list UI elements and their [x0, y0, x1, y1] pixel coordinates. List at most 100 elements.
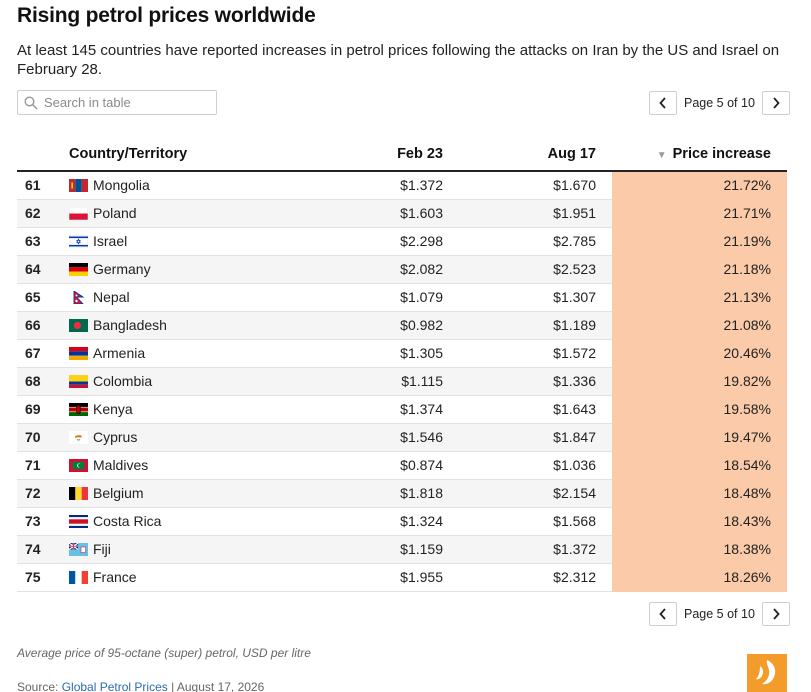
rank-cell: 73	[17, 507, 69, 536]
next-page-button[interactable]	[761, 602, 790, 626]
price-increase-cell: 19.82%	[612, 367, 787, 396]
aug-price-cell: $2.154	[459, 479, 612, 508]
table-row: 66 Bangladesh $0.982 $1.189 21.08%	[17, 311, 787, 340]
price-increase-cell: 18.26%	[612, 563, 787, 592]
table-row: 69 Kenya $1.374 $1.643 19.58%	[17, 395, 787, 424]
table-row: 74 Fiji $1.159 $1.372 18.38%	[17, 535, 787, 564]
feb-price-cell: $0.874	[349, 451, 459, 480]
bangladesh-flag-icon	[69, 318, 88, 332]
rank-cell: 75	[17, 563, 69, 592]
israel-flag-icon	[69, 234, 88, 248]
rank-cell: 68	[17, 367, 69, 396]
feb-price-cell: $1.372	[349, 171, 459, 200]
search-box[interactable]	[17, 90, 217, 115]
chevron-left-icon	[659, 97, 666, 109]
sort-descending-icon: ▼	[656, 150, 667, 161]
table-row: 63 Israel $2.298 $2.785 21.19%	[17, 227, 787, 256]
table-row: 68 Colombia $1.115 $1.336 19.82%	[17, 367, 787, 396]
country-cell: Cyprus	[69, 423, 349, 452]
costa-rica-flag-icon	[69, 514, 88, 528]
aug-price-cell: $1.847	[459, 423, 612, 452]
table-row: 67 Armenia $1.305 $1.572 20.46%	[17, 339, 787, 368]
aug-price-cell: $1.572	[459, 339, 612, 368]
rank-header	[17, 138, 69, 172]
aug-price-cell: $1.670	[459, 171, 612, 200]
price-increase-cell: 21.18%	[612, 255, 787, 284]
rank-cell: 74	[17, 535, 69, 564]
table-row: 75 France $1.955 $2.312 18.26%	[17, 563, 787, 592]
chevron-right-icon	[773, 97, 780, 109]
fiji-flag-icon	[69, 542, 88, 556]
prev-page-button[interactable]	[649, 91, 677, 115]
price-increase-cell: 21.13%	[612, 283, 787, 312]
feb-column-header[interactable]: Feb 23	[349, 138, 459, 172]
increase-column-label: Price increase	[672, 146, 771, 162]
aug-price-cell: $2.785	[459, 227, 612, 256]
price-increase-cell: 21.72%	[612, 171, 787, 200]
maldives-flag-icon	[69, 458, 88, 472]
page-subtitle: At least 145 countries have reported inc…	[17, 42, 780, 78]
aug-price-cell: $1.307	[459, 283, 612, 312]
search-icon	[24, 96, 38, 110]
country-name: Israel	[93, 233, 128, 249]
rank-cell: 72	[17, 479, 69, 508]
aug-price-cell: $1.036	[459, 451, 612, 480]
country-cell: Colombia	[69, 367, 349, 396]
country-name: Armenia	[93, 345, 146, 361]
rank-cell: 66	[17, 311, 69, 340]
prices-table: Country/Territory Feb 23 Aug 17 ▼ Price i…	[17, 138, 787, 592]
aug-price-cell: $1.336	[459, 367, 612, 396]
table-row: 73 Costa Rica $1.324 $1.568 18.43%	[17, 507, 787, 536]
mongolia-flag-icon	[69, 178, 88, 192]
increase-column-header[interactable]: ▼ Price increase	[612, 138, 787, 172]
country-cell: France	[69, 563, 349, 592]
rank-cell: 70	[17, 423, 69, 452]
country-cell: Germany	[69, 255, 349, 284]
rank-cell: 69	[17, 395, 69, 424]
page-indicator: Page 5 of 10	[684, 96, 755, 110]
table-row: 71 Maldives $0.874 $1.036 18.54%	[17, 451, 787, 480]
rank-cell: 71	[17, 451, 69, 480]
rank-cell: 63	[17, 227, 69, 256]
country-cell: Costa Rica	[69, 507, 349, 536]
rank-cell: 61	[17, 171, 69, 200]
country-cell: Bangladesh	[69, 311, 349, 340]
country-cell: Poland	[69, 199, 349, 228]
feb-price-cell: $1.079	[349, 283, 459, 312]
country-cell: Nepal	[69, 283, 349, 312]
pagination-top: Page 5 of 10	[649, 91, 790, 115]
pagination-bottom: Page 5 of 10	[649, 602, 790, 626]
search-input[interactable]	[44, 93, 212, 112]
feb-price-cell: $2.082	[349, 255, 459, 284]
country-name: Mongolia	[93, 177, 150, 194]
germany-flag-icon	[69, 262, 88, 276]
table-row: 61 Mongolia $1.372 $1.670 21.72%	[17, 171, 787, 200]
rank-cell: 67	[17, 339, 69, 368]
feb-price-cell: $1.955	[349, 563, 459, 592]
colombia-flag-icon	[69, 374, 88, 388]
cyprus-flag-icon	[69, 430, 88, 444]
source-link[interactable]: Global Petrol Prices	[61, 680, 168, 692]
country-name: France	[93, 569, 137, 585]
country-name: Fiji	[93, 541, 111, 557]
country-cell: Mongolia	[69, 171, 349, 200]
aug-price-cell: $1.643	[459, 395, 612, 424]
price-increase-cell: 21.19%	[612, 227, 787, 256]
price-increase-cell: 18.38%	[612, 535, 787, 564]
feb-price-cell: $1.546	[349, 423, 459, 452]
country-cell: Israel	[69, 227, 349, 256]
table-row: 70 Cyprus $1.546 $1.847 19.47%	[17, 423, 787, 452]
table-row: 64 Germany $2.082 $2.523 21.18%	[17, 255, 787, 284]
prev-page-button[interactable]	[649, 602, 677, 626]
al-jazeera-logo-icon	[747, 654, 787, 692]
feb-price-cell: $0.982	[349, 311, 459, 340]
next-page-button[interactable]	[761, 91, 790, 115]
rank-cell: 65	[17, 283, 69, 312]
country-cell: Kenya	[69, 395, 349, 424]
country-name: Kenya	[93, 401, 133, 417]
source-date: | August 17, 2026	[167, 680, 265, 692]
page-title: Rising petrol prices worldwide	[17, 4, 316, 27]
country-column-header[interactable]: Country/Territory	[69, 138, 349, 172]
feb-price-cell: $1.305	[349, 339, 459, 368]
aug-column-header[interactable]: Aug 17	[459, 138, 612, 172]
